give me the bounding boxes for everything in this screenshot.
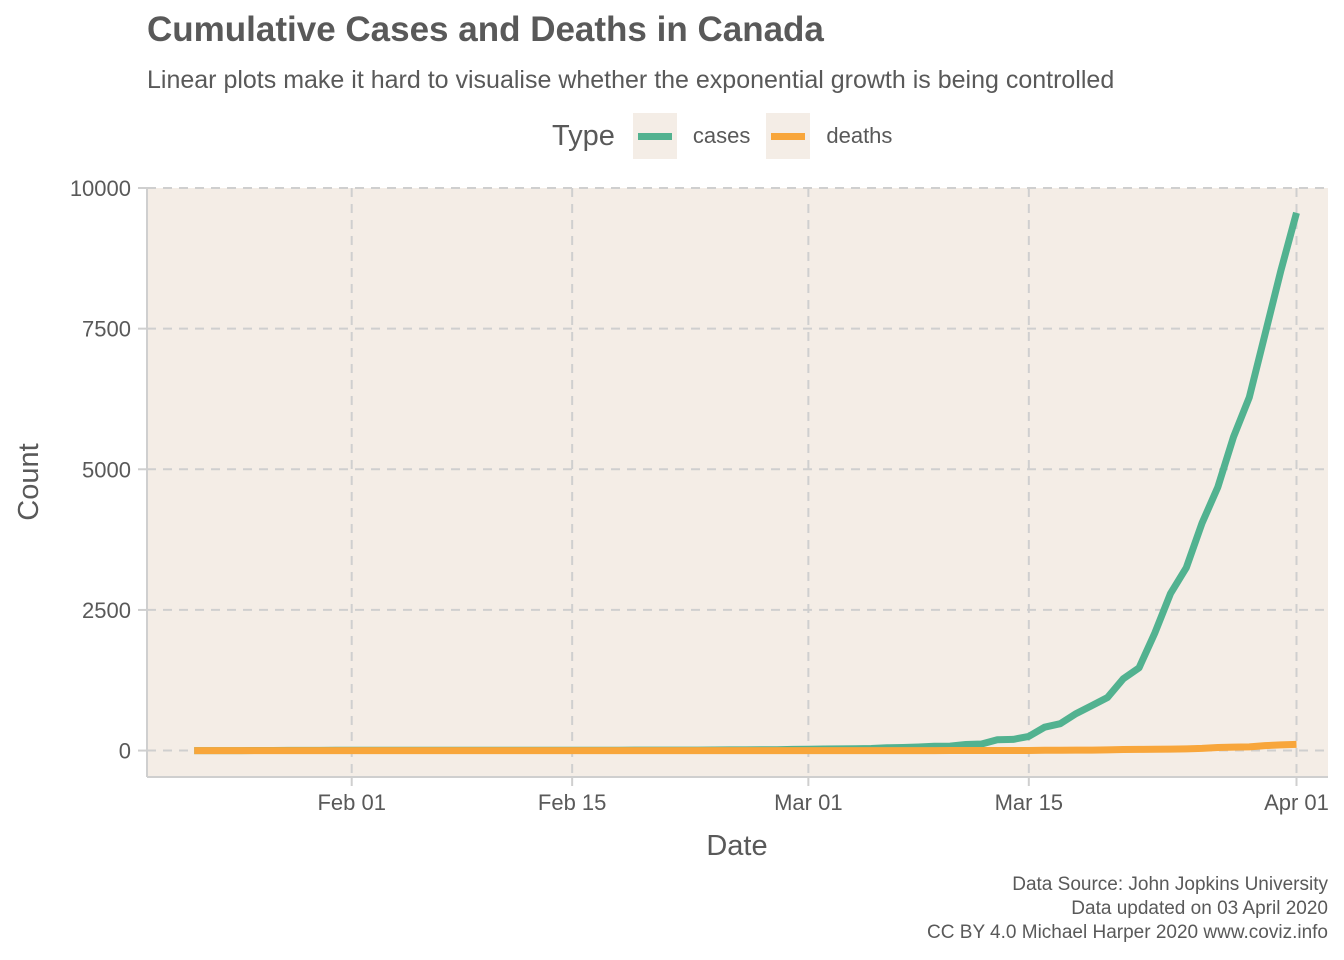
legend-key-deaths — [766, 113, 811, 159]
legend-swatch-cases — [637, 132, 672, 140]
legend-key-cases — [632, 113, 677, 159]
caption: Data Source: John Jopkins University Dat… — [927, 873, 1328, 945]
y-tick-label: 5000 — [82, 457, 131, 482]
y-axis-label: Count — [13, 443, 45, 520]
chart-subtitle: Linear plots make it hard to visualise w… — [147, 66, 1115, 94]
plot-panel — [147, 188, 1328, 777]
x-tick-label: Mar 15 — [995, 790, 1063, 815]
y-tick-label: 0 — [119, 739, 131, 764]
legend: Type cases deaths — [552, 112, 908, 160]
legend-swatch-deaths — [771, 132, 806, 140]
axes — [138, 187, 1328, 786]
series-line-deaths — [194, 740, 1297, 755]
series-lines — [194, 211, 1300, 755]
x-tick-label: Apr 01 — [1264, 790, 1329, 815]
caption-source: Data Source: John Jopkins University — [1012, 874, 1328, 895]
axis-tick-labels: 0 2500 5000 7500 10000 Feb 01 Feb 15 Mar 01 Mar … — [70, 176, 1329, 815]
legend-label-deaths: deaths — [826, 123, 893, 148]
x-axis-label: Date — [706, 830, 767, 862]
x-tick-label: Feb 01 — [317, 790, 386, 815]
legend-label-cases: cases — [692, 123, 751, 148]
caption-license: CC BY 4.0 Michael Harper 2020 www.coviz.… — [927, 922, 1328, 943]
x-tick-label: Feb 15 — [538, 790, 607, 815]
y-tick-label: 2500 — [82, 598, 131, 623]
legend-title: Type — [552, 119, 615, 152]
chart-title: Cumulative Cases and Deaths in Canada — [147, 10, 824, 49]
y-tick-label: 10000 — [70, 176, 131, 201]
y-tick-label: 7500 — [82, 317, 131, 342]
legend-item-cases: cases — [632, 113, 751, 159]
x-tick-label: Mar 01 — [774, 790, 842, 815]
caption-updated: Data updated on 03 April 2020 — [1071, 898, 1328, 919]
legend-item-deaths: deaths — [766, 113, 892, 159]
